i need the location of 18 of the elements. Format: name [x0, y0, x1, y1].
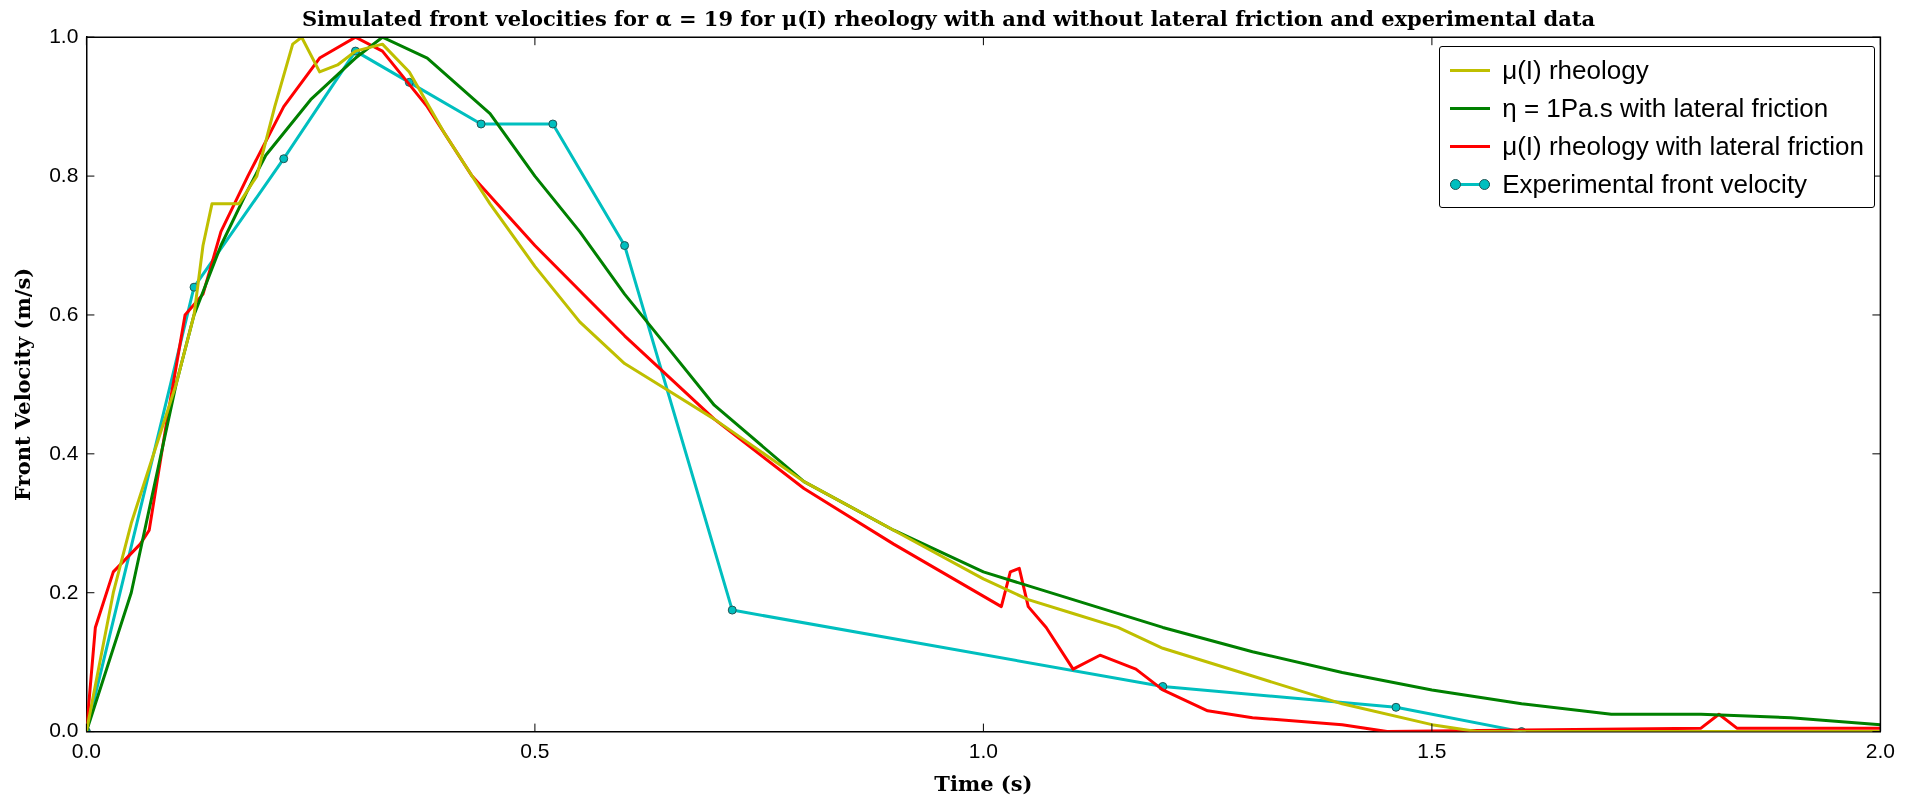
x-axis-title: Time (s) [934, 770, 1033, 796]
y-tick-label: 1.0 [49, 24, 79, 47]
chart-title: Simulated front velocities for α = 19 for μ(I) rheology with and without lateral friction and experimental data [301, 6, 1596, 32]
x-tick-label: 1.5 [1417, 739, 1447, 762]
y-tick-label: 0.4 [49, 440, 79, 464]
legend-label: μ(I) rheology with lateral friction [1502, 130, 1864, 162]
y-tick-label: 0.6 [49, 301, 79, 325]
y-axis-title: Front Velocity (m/s) [10, 267, 36, 501]
y-tick-label: 0.8 [49, 162, 79, 186]
y-tick-label: 0.2 [49, 579, 79, 603]
legend-label: μ(I) rheology [1502, 54, 1649, 86]
x-tick-label: 2.0 [1865, 739, 1896, 762]
x-tick-label: 0.5 [520, 739, 550, 762]
x-tick-label: 0.0 [71, 739, 101, 762]
x-tick-label: 1.0 [968, 739, 998, 762]
y-tick-label: 0.0 [49, 718, 79, 742]
legend-label: Experimental front velocity [1502, 168, 1808, 200]
legend-label: η = 1Pa.s with lateral friction [1502, 92, 1829, 124]
